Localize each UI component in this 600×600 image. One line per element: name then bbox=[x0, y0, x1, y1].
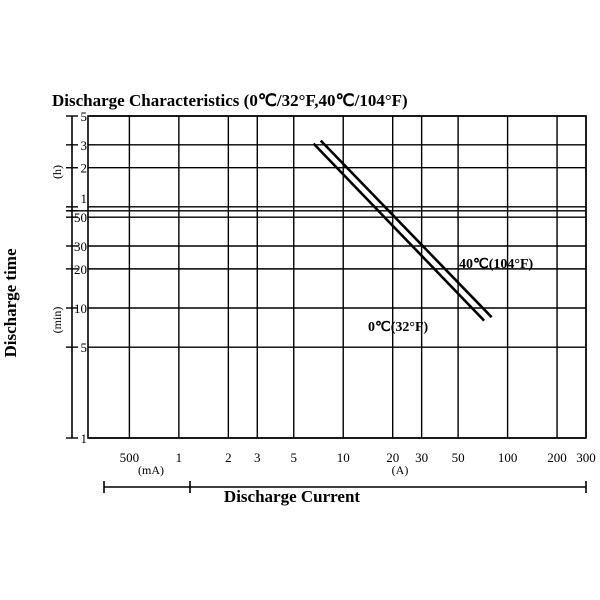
series-line-1 bbox=[319, 139, 493, 319]
x-tick-label: 10 bbox=[337, 450, 350, 465]
y-axis-label: Discharge time bbox=[1, 248, 20, 358]
y-unit-min: (min) bbox=[50, 307, 64, 334]
x-unit-ma: (mA) bbox=[138, 463, 164, 477]
x-tick-label: 50 bbox=[452, 450, 465, 465]
y-tick-label: 1 bbox=[81, 191, 88, 206]
chart-title: Discharge Characteristics (0℃/32°F,40℃/1… bbox=[52, 91, 408, 110]
y-unit-h: (h) bbox=[50, 165, 64, 179]
x-tick-label: 500 bbox=[120, 450, 140, 465]
x-tick-label: 100 bbox=[498, 450, 518, 465]
x-unit-a: (A) bbox=[392, 463, 409, 477]
x-tick-label: 2 bbox=[225, 450, 232, 465]
tick-labels: 500 1 2 3 5 10 20 30 50 100 200 300 1 2 3 5 1 5 10 20 30 50 bbox=[74, 109, 596, 465]
y-tick-label: 1 bbox=[81, 431, 88, 446]
series-line-0 bbox=[312, 142, 486, 322]
series-label-0c: 0℃(32°F) bbox=[368, 320, 429, 335]
grid bbox=[66, 115, 587, 439]
x-tick-label: 20 bbox=[386, 450, 399, 465]
y-tick-label: 20 bbox=[74, 262, 87, 277]
y-tick-label: 50 bbox=[74, 210, 87, 225]
plot-frame bbox=[87, 115, 587, 439]
x-tick-label: 30 bbox=[415, 450, 428, 465]
y-tick-label: 5 bbox=[81, 340, 88, 355]
y-tick-label: 10 bbox=[74, 301, 87, 316]
x-tick-label: 5 bbox=[290, 450, 297, 465]
series-label-40c: 40℃(104°F) bbox=[459, 257, 534, 272]
x-tick-label: 3 bbox=[254, 450, 261, 465]
series-lines bbox=[312, 139, 493, 322]
y-tick-label: 2 bbox=[81, 161, 88, 176]
x-tick-label: 1 bbox=[176, 450, 183, 465]
x-tick-label: 300 bbox=[576, 450, 596, 465]
x-axis-label: Discharge Current bbox=[224, 487, 360, 506]
y-tick-label: 3 bbox=[81, 138, 88, 153]
axes bbox=[66, 115, 587, 493]
x-tick-label: 200 bbox=[547, 450, 567, 465]
y-tick-label: 5 bbox=[81, 109, 88, 124]
y-tick-label: 30 bbox=[74, 239, 87, 254]
